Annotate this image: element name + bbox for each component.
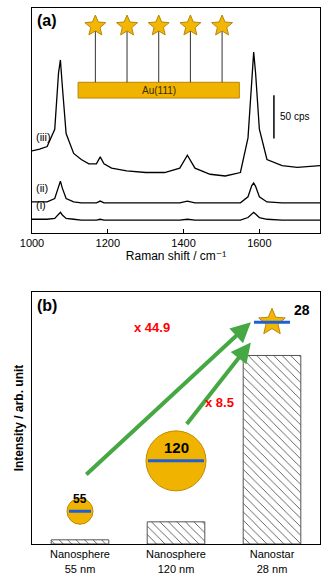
svg-text:50 cps: 50 cps — [280, 111, 309, 122]
svg-text:55: 55 — [73, 492, 87, 506]
svg-text:(b): (b) — [37, 297, 57, 314]
svg-text:28: 28 — [294, 302, 310, 318]
svg-text:x 44.9: x 44.9 — [134, 320, 170, 335]
svg-text:Raman shift / cm⁻¹: Raman shift / cm⁻¹ — [126, 249, 226, 263]
svg-text:(iii): (iii) — [36, 131, 51, 143]
svg-text:Nanosphere120 nm: Nanosphere120 nm — [146, 548, 206, 574]
svg-text:Intensity / arb. unit: Intensity / arb. unit — [12, 365, 26, 472]
svg-text:Nanosphere55 nm: Nanosphere55 nm — [50, 548, 110, 574]
svg-text:1000: 1000 — [20, 237, 44, 249]
svg-text:Au(111): Au(111) — [142, 85, 176, 96]
svg-text:Nanostar28 nm: Nanostar28 nm — [250, 548, 295, 574]
svg-text:1200: 1200 — [96, 237, 120, 249]
svg-text:(i): (i) — [36, 199, 46, 211]
svg-text:1600: 1600 — [247, 237, 271, 249]
svg-text:120: 120 — [164, 439, 189, 456]
svg-text:(a): (a) — [37, 12, 57, 29]
svg-text:x 8.5: x 8.5 — [205, 395, 234, 410]
svg-text:(ii): (ii) — [36, 182, 48, 194]
svg-text:1400: 1400 — [171, 237, 195, 249]
